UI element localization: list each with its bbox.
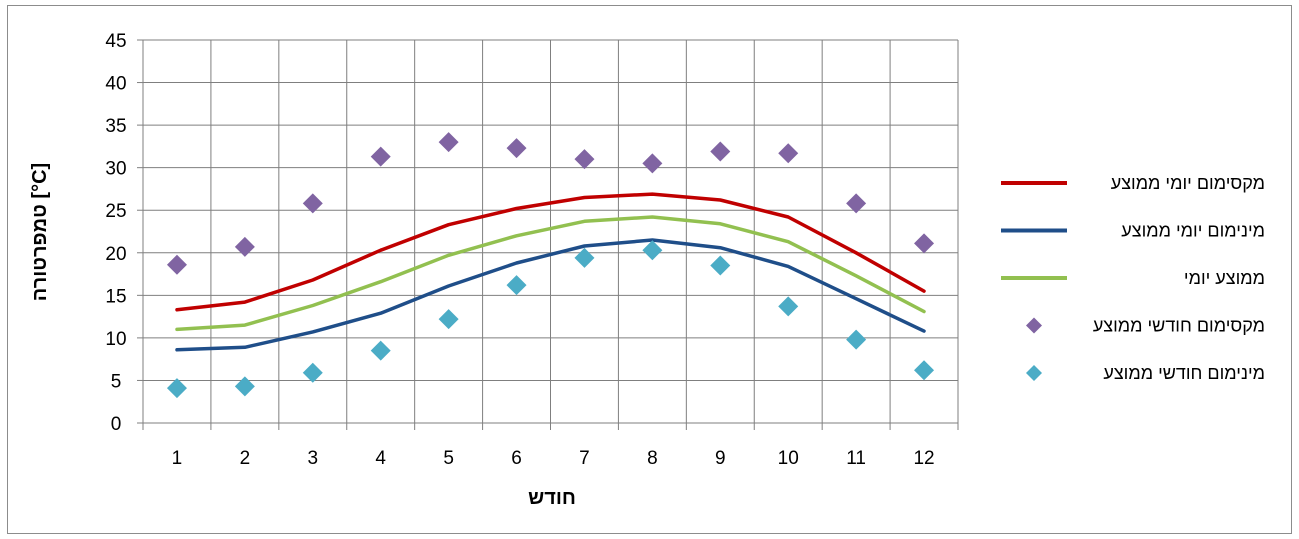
legend-label: מינימום חודשי ממוצע <box>1103 363 1265 383</box>
x-tick-label: 5 <box>443 448 454 469</box>
x-tick-label: 7 <box>579 448 590 469</box>
data-point-marker <box>438 309 459 330</box>
x-tick-label: 9 <box>715 448 726 469</box>
y-tick-label: 40 <box>105 74 126 95</box>
legend-marker-swatch <box>1026 317 1042 334</box>
series-line-group <box>175 238 926 352</box>
data-point-marker <box>914 360 935 381</box>
series-line <box>175 215 926 332</box>
series-marker-group <box>166 240 935 399</box>
x-tick-label: 3 <box>308 448 319 469</box>
data-point-marker <box>778 143 799 164</box>
legend-label: מקסימום חודשי ממוצע <box>1093 316 1265 336</box>
x-tick-labels: 1 2 3 4 5 6 7 8 9 10 11 12 <box>172 448 935 469</box>
data-point-marker <box>506 138 527 159</box>
series-marker-group <box>166 132 935 275</box>
x-tick-label: 12 <box>913 448 934 469</box>
legend-item: ממוצע יומי <box>1001 268 1265 288</box>
y-tick-label: 25 <box>105 201 126 222</box>
data-point-marker <box>574 247 595 268</box>
y-tick-labels: 0 5 10 15 20 25 30 35 40 45 <box>105 31 126 435</box>
y-tick-label: 5 <box>111 371 122 392</box>
data-point-marker <box>506 275 527 296</box>
series-line <box>175 238 926 352</box>
legend-label: מינימום יומי ממוצע <box>1121 221 1265 241</box>
x-tick-label: 4 <box>375 448 386 469</box>
series-layer <box>166 132 935 399</box>
y-tick-label: 0 <box>111 414 122 435</box>
data-point-marker <box>234 376 255 397</box>
series-line <box>175 192 926 312</box>
grid <box>142 39 959 423</box>
data-point-marker <box>166 254 187 275</box>
legend-label: ממוצע יומי <box>1184 268 1265 288</box>
series-line-group <box>175 192 926 312</box>
data-point-marker <box>778 296 799 317</box>
data-point-marker <box>846 329 867 350</box>
series-line-group <box>175 215 926 332</box>
x-axis-title: חודש <box>528 487 576 509</box>
legend-item: מקסימום יומי ממוצע <box>1001 173 1265 193</box>
data-point-marker <box>302 362 323 383</box>
x-tick-label: 10 <box>778 448 799 469</box>
data-point-marker <box>166 378 187 399</box>
data-point-marker <box>574 149 595 170</box>
legend-item: מינימום חודשי ממוצע <box>1026 363 1265 383</box>
legend: מקסימום יומי ממוצע מינימום יומי ממוצע ממוצ… <box>1001 173 1265 383</box>
data-point-marker <box>234 236 255 257</box>
y-tick-label: 30 <box>105 159 126 180</box>
data-point-marker <box>914 233 935 254</box>
x-tick-label: 2 <box>240 448 251 469</box>
data-point-marker <box>302 193 323 214</box>
x-tick-label: 11 <box>846 448 866 469</box>
y-tick-label: 20 <box>105 244 126 265</box>
data-point-marker <box>370 146 391 167</box>
data-point-marker <box>642 153 663 174</box>
y-tick-label: 10 <box>105 329 126 350</box>
legend-marker-swatch <box>1026 365 1042 381</box>
legend-item: מינימום יומי ממוצע <box>1001 221 1265 241</box>
x-tick-label: 6 <box>511 448 522 469</box>
data-point-marker <box>642 240 663 261</box>
data-point-marker <box>846 193 867 214</box>
y-axis-title: טמפרטורה [°C] <box>29 163 51 301</box>
x-tick-label: 8 <box>647 448 658 469</box>
data-point-marker <box>710 141 731 162</box>
data-point-marker <box>710 255 731 276</box>
x-tick-label: 1 <box>172 448 183 469</box>
y-tick-label: 35 <box>105 116 126 137</box>
y-tick-label: 45 <box>105 31 126 52</box>
legend-label: מקסימום יומי ממוצע <box>1111 173 1265 193</box>
y-tick-label: 15 <box>105 286 126 307</box>
data-point-marker <box>438 132 459 153</box>
axes <box>137 39 959 430</box>
data-point-marker <box>370 340 391 361</box>
legend-item: מקסימום חודשי ממוצע <box>1026 316 1265 336</box>
